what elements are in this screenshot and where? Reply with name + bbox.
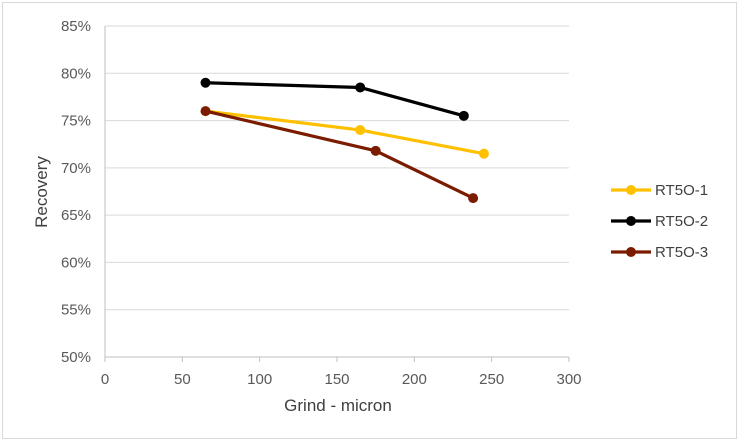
y-tick-label: 80%: [61, 65, 91, 82]
data-point: [200, 77, 211, 88]
legend-swatch-marker: [626, 185, 636, 195]
data-point: [478, 148, 489, 159]
x-axis-title: Grind - micron: [284, 396, 392, 415]
legend-swatch-marker: [626, 247, 636, 257]
legend-swatch-marker: [626, 216, 636, 226]
y-tick-label: 50%: [61, 349, 91, 366]
axes: [104, 26, 570, 362]
y-tick-label: 75%: [61, 113, 91, 130]
y-tick-label: 85%: [61, 18, 91, 35]
legend-label: RT5O-2: [655, 213, 708, 230]
legend-label: RT5O-1: [655, 182, 708, 199]
series-RT5O-1: [200, 106, 489, 159]
series-line: [205, 109, 474, 200]
x-tick-label: 50: [174, 371, 191, 388]
legend-item: RT5O-1: [611, 182, 708, 199]
series-group: [200, 77, 489, 204]
data-point: [355, 125, 366, 136]
x-tick-labels: 0 50 100 150 200 250 300: [101, 371, 582, 388]
legend: RT5O-1 RT5O-2 RT5O-3: [611, 182, 708, 261]
y-tick-label: 55%: [61, 302, 91, 319]
x-tick-label: 100: [247, 371, 272, 388]
series-RT5O-3: [200, 106, 479, 204]
y-tick-label: 60%: [61, 254, 91, 271]
y-axis-title: Recovery: [32, 156, 51, 228]
y-tick-label: 70%: [61, 160, 91, 177]
data-point: [370, 145, 381, 156]
x-tick-label: 150: [324, 371, 349, 388]
x-tick-label: 250: [479, 371, 504, 388]
data-point: [200, 106, 211, 117]
legend-item: RT5O-2: [611, 213, 708, 230]
gridlines: [105, 25, 569, 311]
y-tick-labels: 50% 55% 60% 65% 70% 75% 80% 85%: [61, 18, 91, 366]
legend-label: RT5O-3: [655, 244, 708, 261]
data-point: [468, 193, 479, 204]
series-line: [205, 81, 465, 118]
x-tick-label: 200: [402, 371, 427, 388]
legend-item: RT5O-3: [611, 244, 708, 261]
x-tick-label: 300: [556, 371, 581, 388]
data-point: [355, 82, 366, 93]
series-line: [205, 109, 485, 156]
y-tick-label: 65%: [61, 207, 91, 224]
x-tick-label: 0: [101, 371, 109, 388]
data-point: [458, 110, 469, 121]
series-RT5O-2: [200, 77, 469, 121]
